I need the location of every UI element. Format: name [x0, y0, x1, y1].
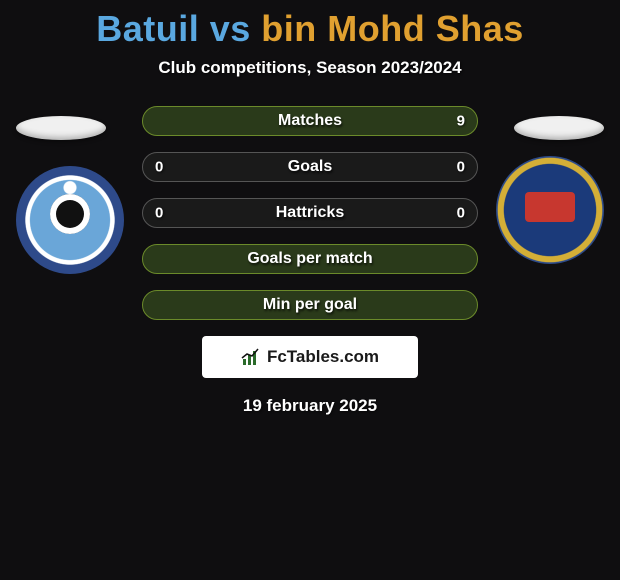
stat-label: Hattricks: [276, 204, 344, 222]
stat-label: Min per goal: [263, 296, 357, 314]
stat-value-right: 0: [457, 159, 465, 176]
stat-value-right: 9: [457, 113, 465, 130]
stat-row: 0 Goals 0: [142, 152, 478, 182]
stat-value-left: 0: [155, 159, 163, 176]
subtitle: Club competitions, Season 2023/2024: [0, 58, 620, 78]
date-text: 19 february 2025: [0, 396, 620, 416]
chart-icon: [241, 348, 263, 366]
stat-row: Min per goal: [142, 290, 478, 320]
club-crest-left: [16, 166, 124, 274]
stat-label: Goals: [288, 158, 332, 176]
stat-row: Matches 9: [142, 106, 478, 136]
title-player1: Batuil: [96, 8, 199, 49]
title-vs: vs: [199, 8, 261, 49]
stat-value-right: 0: [457, 205, 465, 222]
club-crest-right: [496, 156, 604, 264]
page-title: Batuil vs bin Mohd Shas: [0, 0, 620, 50]
stat-label: Matches: [278, 112, 342, 130]
title-player2: bin Mohd Shas: [261, 8, 524, 49]
comparison-content: Matches 9 0 Goals 0 0 Hattricks 0 Goals per matc…: [0, 106, 620, 416]
brand-text: FcTables.com: [267, 347, 379, 367]
stats-list: Matches 9 0 Goals 0 0 Hattricks 0 Goals per matc…: [142, 106, 478, 320]
stat-label: Goals per match: [247, 250, 372, 268]
flag-right: [514, 116, 604, 140]
flag-left: [16, 116, 106, 140]
stat-row: 0 Hattricks 0: [142, 198, 478, 228]
brand-box: FcTables.com: [202, 336, 418, 378]
stat-row: Goals per match: [142, 244, 478, 274]
stat-value-left: 0: [155, 205, 163, 222]
